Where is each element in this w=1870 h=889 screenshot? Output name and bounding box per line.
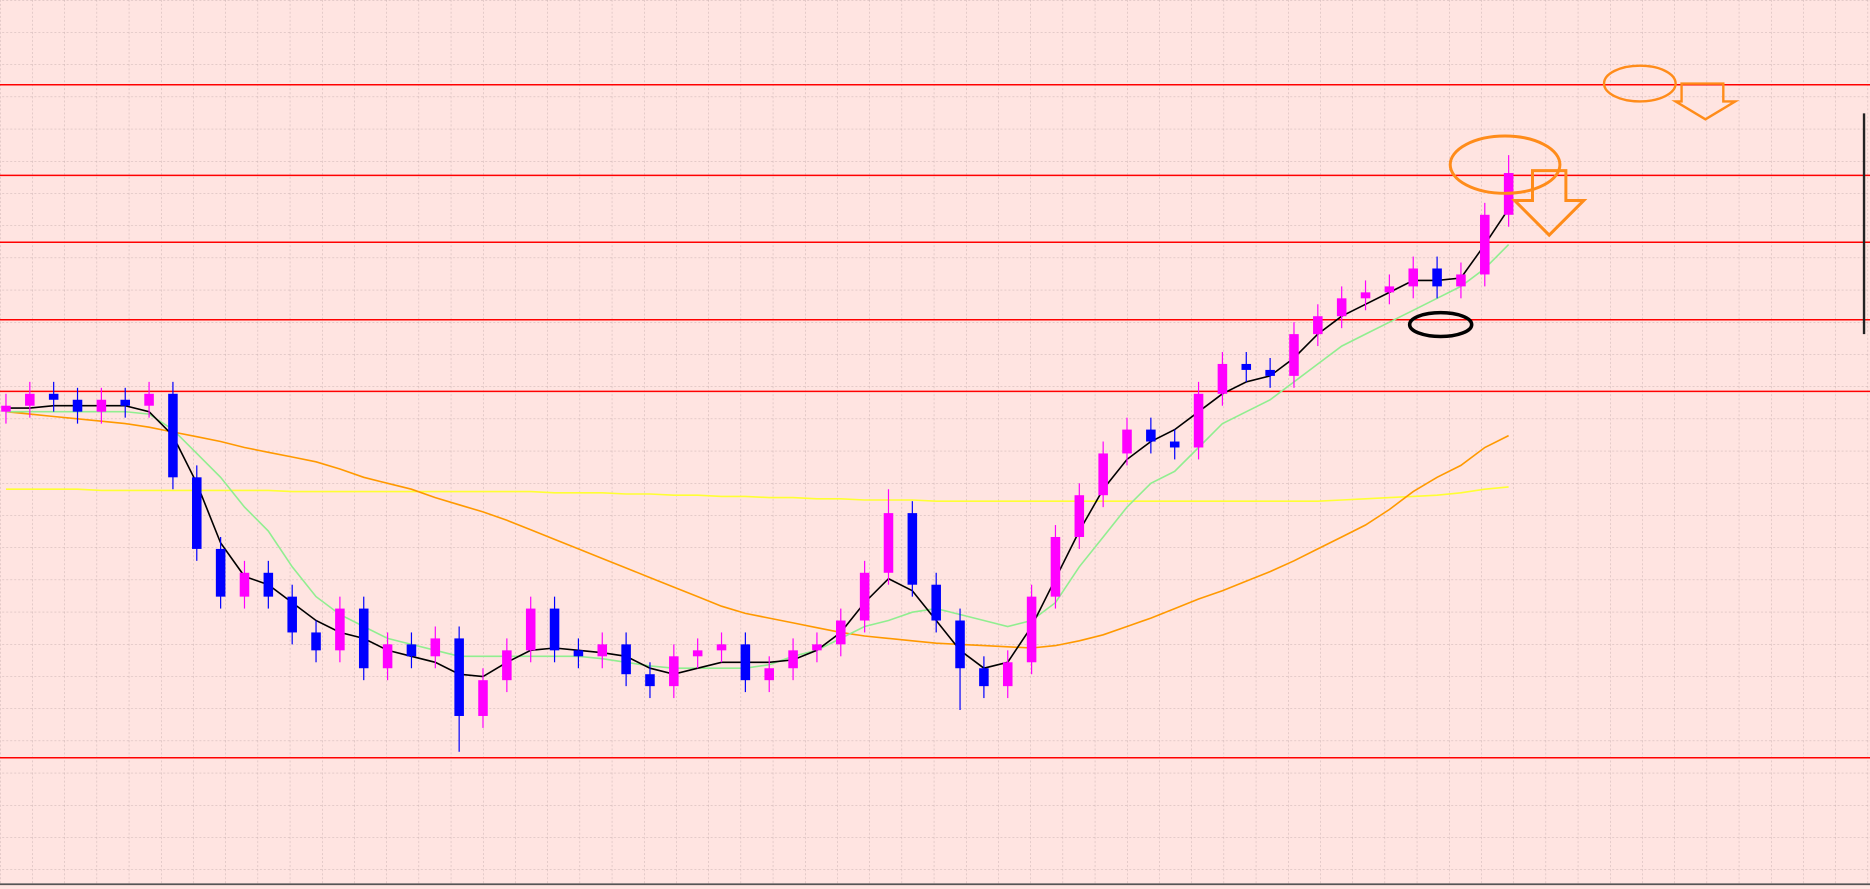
candle-body [1193,393,1204,448]
candle-body [1289,334,1299,376]
candle-body [358,608,369,669]
candle-body [1,405,11,412]
annotation-arrow [1511,169,1588,238]
candle-body [1026,596,1037,663]
candle-body [836,620,846,645]
candle-body [549,608,560,651]
candle-body [311,632,321,651]
candle-body [955,620,965,669]
candle-body [1002,662,1013,687]
candle-body [740,644,751,681]
candle-body [812,644,822,651]
candle-body [525,608,536,651]
candle-body [478,680,488,716]
candle-body [1050,536,1061,597]
candle-body [931,584,941,621]
candle-body [96,399,107,412]
candle-body [1265,369,1275,376]
annotation-ellipse [1407,310,1474,339]
candle-body [120,399,130,406]
candle-body [263,572,274,597]
candle-body [1217,363,1228,394]
candle-body [1122,429,1132,454]
candle-body [669,656,679,687]
annotations [0,64,1870,886]
candle-body [239,572,250,597]
levels [0,83,1870,759]
candle-body [144,393,154,406]
annotation-arrow [1671,82,1740,121]
candle-body [1241,363,1252,370]
moving-averages [5,208,1510,678]
candle-body [645,674,655,687]
moving-average-line [6,244,1510,669]
candle-body [1146,429,1156,442]
candle-body [1169,441,1180,448]
candle-body [168,393,178,478]
candle-body [192,477,202,549]
candle-body [1098,453,1108,496]
annotation-ellipse [1448,134,1562,195]
candle-body [716,644,727,651]
moving-average-line [6,486,1509,502]
candle-body [979,668,989,687]
candle-body [48,393,59,400]
candle-body [764,668,774,681]
candle-body [621,644,631,675]
candle-body [25,393,35,406]
candle-body [1456,274,1466,287]
candle-body [692,650,703,657]
candle-body [1384,286,1395,293]
candle-body [1432,268,1442,287]
candle-body [597,644,608,657]
candle-body [907,513,918,585]
candle-body [1408,268,1419,287]
candle-body [1360,292,1371,299]
candle-body [406,644,417,657]
moving-average-line [5,410,1509,649]
candles [1,155,1514,752]
candle-body [502,650,512,681]
candle-body [454,638,464,716]
moving-average-line [6,208,1510,678]
candle-body [1313,316,1323,335]
candle-body [859,572,870,621]
candle-body [1336,298,1347,317]
candle-body [788,650,798,669]
candle-body [430,638,441,657]
candle-body [72,399,83,412]
candle-body [1074,495,1085,537]
candle-body [287,596,297,633]
candle-body [883,513,894,573]
candle-body [215,548,226,597]
candle-body [335,608,345,651]
annotation-ellipse [1602,64,1677,103]
candle-body [573,650,584,657]
candle-body [382,644,393,669]
candle-body [1480,214,1490,275]
